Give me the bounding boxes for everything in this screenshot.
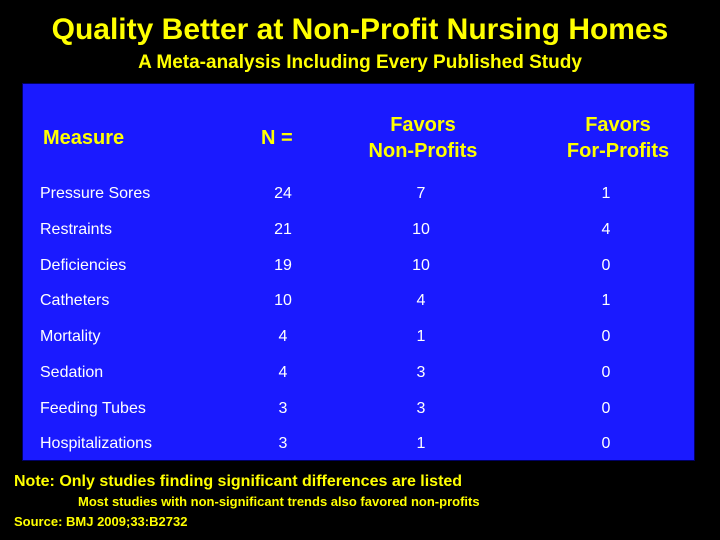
for-profits-cell: 1 xyxy=(601,292,611,309)
header-favors-for-profits-line1: Favors xyxy=(585,114,651,136)
for-profits-cell: 4 xyxy=(601,221,611,238)
table-row: Hospitalizations 3 1 0 xyxy=(23,426,694,462)
measure-cell: Mortality xyxy=(40,328,101,345)
non-profits-cell: 10 xyxy=(412,257,430,274)
measure-cell: Catheters xyxy=(40,292,110,309)
header-favors-non-profits: Favors Non-Profits xyxy=(358,112,488,164)
non-profits-cell: 7 xyxy=(416,185,426,202)
n-cell: 19 xyxy=(274,257,292,274)
table-row: Restraints 21 10 4 xyxy=(23,212,694,248)
footnote-detail: Most studies with non-significant trends… xyxy=(78,494,480,509)
measure-cell: Pressure Sores xyxy=(40,185,151,202)
header-favors-for-profits-line2: For-Profits xyxy=(566,140,670,162)
for-profits-cell: 0 xyxy=(601,257,611,274)
table-row: Sedation 4 3 0 xyxy=(23,355,694,391)
n-cell: 3 xyxy=(278,435,288,452)
measure-cell: Feeding Tubes xyxy=(40,400,146,417)
slide-subtitle: A Meta-analysis Including Every Publishe… xyxy=(138,52,582,73)
non-profits-cell: 10 xyxy=(412,221,430,238)
for-profits-cell: 0 xyxy=(601,400,611,417)
slide-title: Quality Better at Non-Profit Nursing Hom… xyxy=(51,13,669,46)
for-profits-cell: 1 xyxy=(601,185,611,202)
header-favors-non-profits-line1: Favors xyxy=(390,114,456,136)
measure-cell: Deficiencies xyxy=(40,257,127,274)
n-cell: 4 xyxy=(278,328,288,345)
header-measure: Measure xyxy=(43,127,125,149)
non-profits-cell: 1 xyxy=(416,435,426,452)
non-profits-cell: 4 xyxy=(416,292,426,309)
results-table: Measure N = Favors Non-Profits Favors Fo… xyxy=(22,83,695,461)
non-profits-cell: 3 xyxy=(416,364,426,381)
for-profits-cell: 0 xyxy=(601,364,611,381)
n-cell: 24 xyxy=(274,185,292,202)
header-n: N = xyxy=(261,127,293,149)
n-cell: 21 xyxy=(274,221,292,238)
header-favors-non-profits-line2: Non-Profits xyxy=(368,140,478,162)
non-profits-cell: 1 xyxy=(416,328,426,345)
n-cell: 10 xyxy=(274,292,292,309)
measure-cell: Restraints xyxy=(40,221,113,238)
source-citation: Source: BMJ 2009;33:B2732 xyxy=(14,514,188,529)
for-profits-cell: 0 xyxy=(601,328,611,345)
table-row: Mortality 4 1 0 xyxy=(23,319,694,355)
measure-cell: Hospitalizations xyxy=(40,435,153,452)
table-row: Deficiencies 19 10 0 xyxy=(23,248,694,284)
measure-cell: Sedation xyxy=(40,364,104,381)
for-profits-cell: 0 xyxy=(601,435,611,452)
non-profits-cell: 3 xyxy=(416,400,426,417)
header-favors-for-profits: Favors For-Profits xyxy=(538,112,698,164)
table-row: Catheters 10 4 1 xyxy=(23,283,694,319)
table-row: Feeding Tubes 3 3 0 xyxy=(23,391,694,427)
table-row: Pressure Sores 24 7 1 xyxy=(23,176,694,212)
n-cell: 4 xyxy=(278,364,288,381)
footnote: Note: Only studies finding significant d… xyxy=(14,473,463,490)
n-cell: 3 xyxy=(278,400,288,417)
